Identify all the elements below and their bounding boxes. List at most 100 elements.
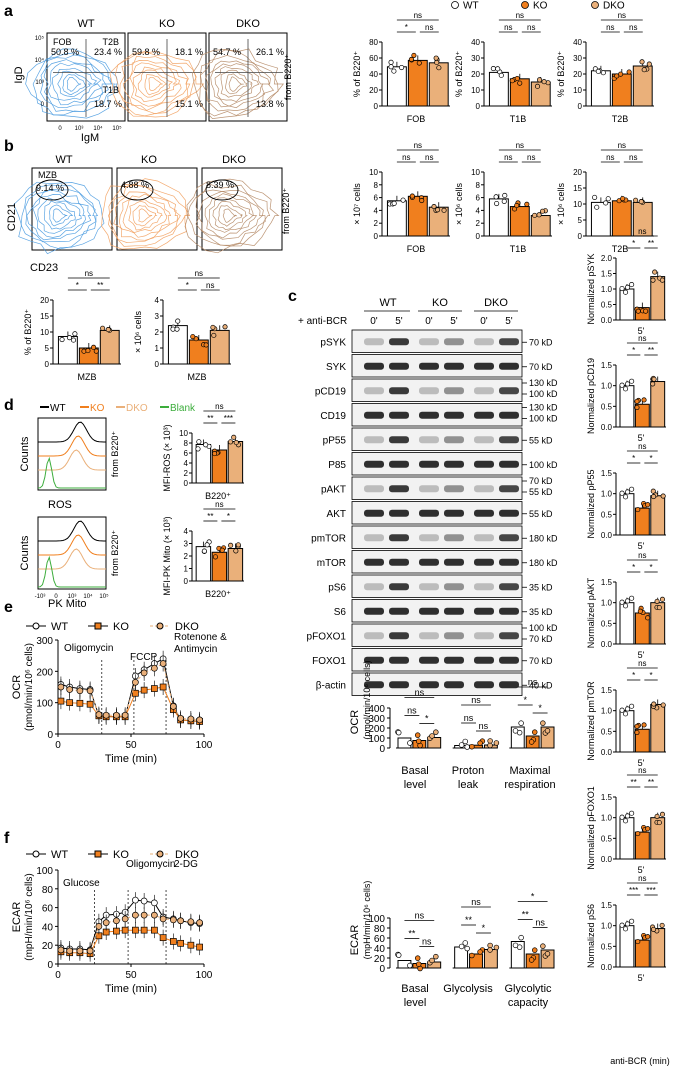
- panel-c-norm-6-point: [629, 918, 635, 924]
- panel-e-bar-point: [458, 742, 465, 748]
- panel-c-band: [364, 558, 384, 566]
- panel-e-bar-point: [469, 743, 475, 750]
- panel-a-t1b-tick-label: 0: [476, 102, 481, 111]
- panel-b-mzb-pct-point: [93, 348, 99, 354]
- panel-c-norm-0-tick-label: 0.0: [601, 316, 613, 325]
- panel-d-ros-hist-side-label: from B220⁺: [110, 431, 120, 478]
- panel-c-blot-pakt: [351, 476, 523, 500]
- panel-a-t2b-bar-dko: [632, 65, 653, 107]
- panel-a-flow-wt-contour: [66, 76, 82, 92]
- panel-d-ros-bar-sig-label: **: [207, 414, 213, 423]
- panel-c-norm-5-point: [645, 826, 651, 832]
- panel-f-ecar-point: [140, 926, 148, 934]
- panel-f-ecar-point: [169, 938, 177, 945]
- panel-b-mzb-pct-point: [85, 348, 91, 354]
- panel-e-ocr-tick-label: 100: [36, 699, 53, 710]
- panel-f-bar-point: [477, 949, 483, 955]
- panel-e-bar-point: [518, 720, 524, 726]
- panel-a-fob-point: [434, 59, 440, 66]
- panel-d-pkmito-bar-sig-label: *: [227, 512, 230, 521]
- panel-c-blot-psyk: [351, 329, 523, 353]
- panel-b-t2b-sig-label: ns: [606, 153, 614, 162]
- panel-a-gate-fob: FOB: [53, 37, 72, 47]
- panel-b-fob-point: [409, 193, 415, 199]
- panel-a-flow-wt-contour: [62, 74, 86, 96]
- panel-b-flow-wt-contour: [20, 184, 99, 250]
- panel-c-band: [419, 607, 439, 615]
- panel-f-bar-category-label: Glycolysis: [443, 983, 493, 995]
- panel-b-mzb-pct-point: [100, 325, 106, 331]
- panel-f-ecar-point: [121, 926, 129, 934]
- panel-e-bar-tick-label: 0: [379, 744, 385, 755]
- panel-f-ecar-point: [66, 947, 74, 955]
- panel-b-t2b-point: [592, 194, 598, 200]
- panel-a-flow-wt-contours: [25, 48, 119, 119]
- panel-c-norm-6-tick-label: 0.5: [601, 942, 613, 951]
- panel-a-t2b-tick-label: 30: [573, 54, 582, 63]
- panel-b-x-axis: CD23: [30, 262, 58, 274]
- panel-a-fob-sig-label: ns: [425, 23, 433, 32]
- panel-a-value: 54.7 %: [213, 47, 241, 57]
- panel-a-fob-point: [391, 68, 397, 74]
- legend-label-ko: KO: [533, 1, 548, 12]
- panel-e-ocr-series-line: [60, 686, 200, 722]
- panel-e-bar-point: [528, 739, 535, 745]
- legend-label-wt: WT: [463, 1, 479, 12]
- panel-c-norm-5-ylabel: Normalized pFOXO1: [586, 786, 596, 870]
- panel-a-group-ko: KO: [159, 18, 175, 30]
- panel-b-mzb-pct-xlabel: MZB: [78, 372, 97, 382]
- panel-c-norm-3-ylabel: Normalized pAKT: [586, 577, 596, 648]
- panel-c-band: [444, 338, 464, 346]
- panel-a-value: 50.8 %: [51, 47, 79, 57]
- panel-b-flow-wt-contour: [49, 204, 74, 227]
- panel-d-legend-label: WT: [50, 403, 66, 414]
- panel-b-fob-xlabel: FOB: [407, 244, 426, 254]
- panel-letter-a: a: [4, 3, 13, 20]
- panel-c-norm-xlabel: 5': [638, 865, 645, 875]
- panel-b-fob-point: [441, 207, 447, 213]
- panel-c-protein-label: S6: [334, 607, 347, 618]
- panel-a-t1b-tick-label: 10: [471, 86, 480, 95]
- panel-a-flow-dko-contour: [199, 49, 279, 117]
- panel-d-ros-bar-point: [227, 439, 234, 445]
- panel-a-t2b-sig-label: ns: [629, 23, 637, 32]
- panel-c-norm-xlabel: 5': [638, 650, 645, 660]
- panel-b-t1b-sig-label: ns: [504, 153, 512, 162]
- panel-d-pkmito-bar-tick-label: 1: [184, 565, 189, 574]
- panel-d-ros-bar-ylabel: MFI-ROS (× 10³): [162, 424, 172, 491]
- panel-c-protein-label: pmTOR: [311, 533, 346, 544]
- panel-b-t1b-point: [494, 200, 500, 207]
- panel-d-ros-bar-point: [212, 451, 218, 457]
- panel-d-pkmito-hist-trace: [38, 548, 106, 570]
- panel-a-flow-wt-contour: [43, 59, 107, 109]
- panel-a-y-axis: IgD: [13, 66, 25, 83]
- panel-c-protein-label: pFOXO1: [307, 631, 347, 642]
- panel-b-mzb-cells-tick-label: 4: [155, 296, 160, 305]
- panel-a-flow-dko-contour: [200, 55, 275, 112]
- panel-c-norm-4-bar-wt: [619, 710, 635, 753]
- panel-c-band: [444, 632, 464, 640]
- panel-c-norm-6-sig-label: ***: [646, 886, 655, 895]
- legend-marker-dko: [591, 1, 599, 9]
- panel-c-norm-3-point: [654, 598, 660, 604]
- panel-b-mzb-pct-tick-label: 20: [40, 296, 49, 305]
- panel-f-bar-point: [540, 943, 546, 949]
- panel-f-ecar-point: [177, 917, 184, 925]
- panel-b-t2b-sig-label: ns: [629, 153, 637, 162]
- panel-d-ros-hist-trace: [38, 421, 106, 443]
- panel-f-ecar-point: [76, 947, 84, 955]
- panel-b-mzb-gate: [35, 179, 69, 201]
- panel-f-bar-tick-label: 20: [374, 954, 386, 965]
- panel-b-t1b-tick-label: 6: [476, 194, 481, 203]
- panel-b-mzb-cells-point: [210, 324, 216, 330]
- panel-b-fob-tick-label: 8: [374, 181, 379, 190]
- panel-e-ocr-point: [86, 700, 94, 708]
- panel-f-legend-marker: [156, 850, 164, 858]
- panel-d-ros-bar-sig-label: ***: [224, 414, 233, 423]
- panel-letter-e: e: [4, 599, 13, 616]
- panel-d-pkmito-hist-side-label: from B220⁺: [110, 530, 120, 577]
- panel-b-t1b-point: [493, 194, 499, 200]
- panel-e-bar-category-label: Proton: [452, 765, 484, 777]
- panel-c-norm-4-tick-label: 1.0: [601, 707, 613, 716]
- panel-c-time-label: 5': [395, 316, 403, 327]
